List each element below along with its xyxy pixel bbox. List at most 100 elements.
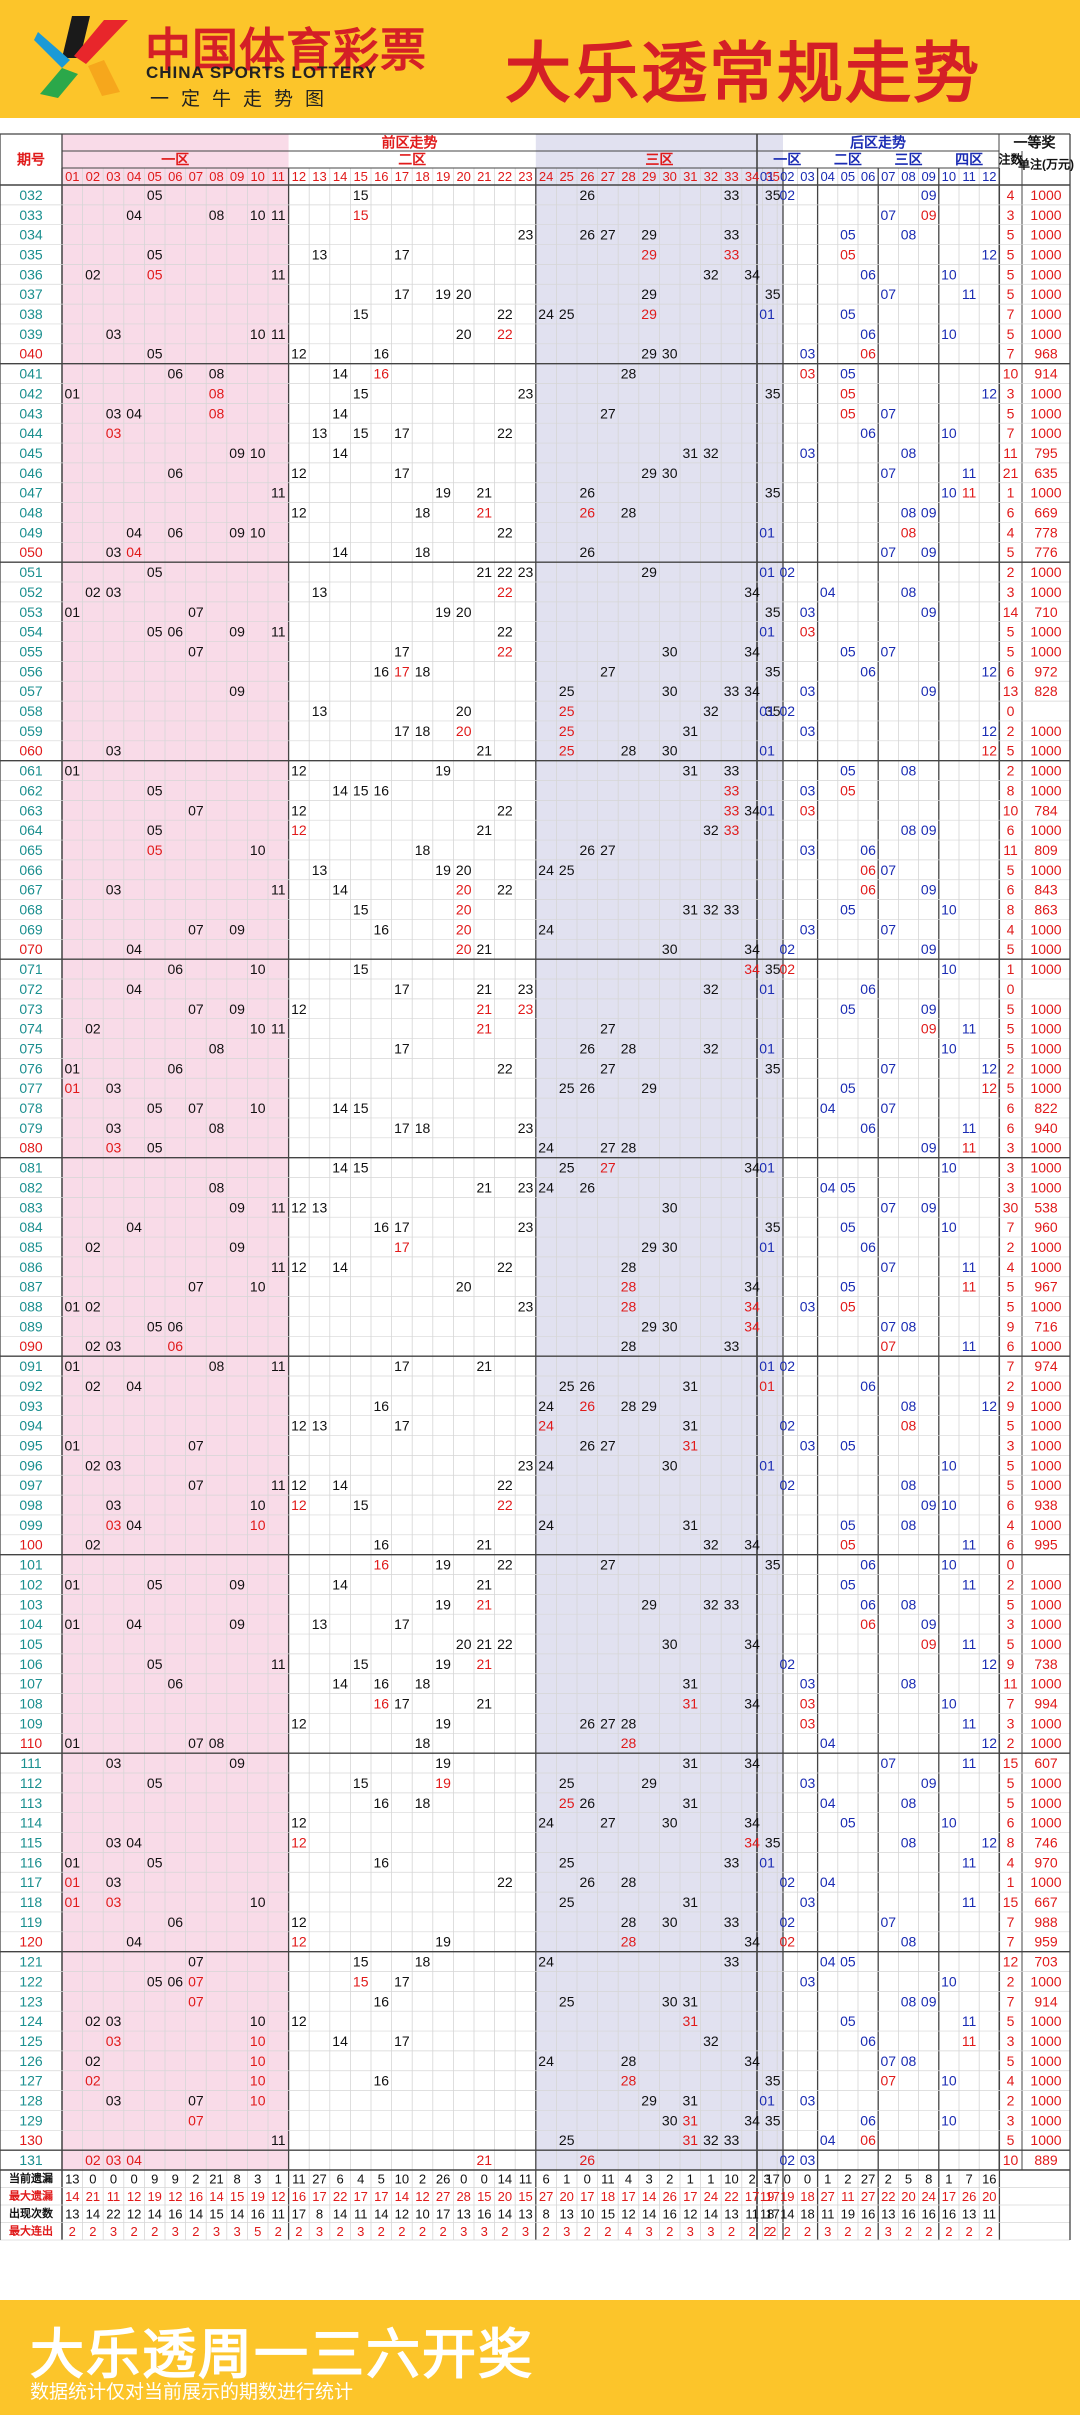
front-drawn-number: 01 xyxy=(65,1060,81,1076)
period-label: 086 xyxy=(19,1259,43,1275)
stats-front-value: 16 xyxy=(168,2206,182,2221)
logo-english-text: CHINA SPORTS LOTTERY xyxy=(146,63,378,82)
front-drawn-number: 14 xyxy=(332,1676,348,1692)
front-drawn-number: 04 xyxy=(126,1616,142,1632)
back-drawn-number: 01 xyxy=(759,1239,775,1255)
front-drawn-number: 20 xyxy=(456,921,472,937)
winner-count: 4 xyxy=(1007,1517,1015,1533)
front-drawn-number: 19 xyxy=(435,1715,451,1731)
prize-amount: 1000 xyxy=(1030,227,1061,243)
stats-front-value: 13 xyxy=(724,2206,738,2221)
stats-front-value: 12 xyxy=(395,2206,409,2221)
stats-front-value: 4 xyxy=(357,2171,364,2186)
stats-front-value: 3 xyxy=(460,2224,467,2239)
prize-amount: 889 xyxy=(1034,2152,1058,2168)
stats-front-value: 14 xyxy=(209,2189,223,2204)
stats-front-value: 17 xyxy=(436,2206,450,2221)
prize-amount: 1000 xyxy=(1030,1259,1061,1275)
front-drawn-number: 21 xyxy=(477,1576,493,1592)
front-drawn-number: 24 xyxy=(538,1140,554,1156)
front-drawn-number: 34 xyxy=(744,1279,760,1295)
stats-front-value: 1 xyxy=(563,2171,570,2186)
back-drawn-number: 02 xyxy=(780,2152,796,2168)
front-drawn-number: 14 xyxy=(332,782,348,798)
front-drawn-number: 07 xyxy=(188,921,204,937)
period-label: 049 xyxy=(19,524,43,540)
prize-amount: 1000 xyxy=(1030,743,1061,759)
front-drawn-number: 30 xyxy=(662,643,678,659)
stats-back-value: 20 xyxy=(901,2189,915,2204)
front-drawn-number: 09 xyxy=(229,1616,245,1632)
back-number-header: 11 xyxy=(962,169,976,184)
front-drawn-number: 30 xyxy=(662,2112,678,2128)
front-drawn-number: 05 xyxy=(147,1318,163,1334)
back-drawn-number: 09 xyxy=(921,207,937,223)
front-drawn-number: 06 xyxy=(168,1318,184,1334)
stats-front-value: 14 xyxy=(642,2206,656,2221)
front-number-header: 21 xyxy=(477,169,491,184)
stats-front-value: 17 xyxy=(621,2189,635,2204)
front-number-header: 27 xyxy=(601,169,615,184)
stats-front-value: 22 xyxy=(724,2189,738,2204)
front-drawn-number: 05 xyxy=(147,782,163,798)
front-drawn-number: 35 xyxy=(765,961,781,977)
stats-front-value: 10 xyxy=(395,2171,409,2186)
back-number-header: 02 xyxy=(780,169,794,184)
back-drawn-number: 03 xyxy=(800,624,816,640)
winner-count: 5 xyxy=(1007,326,1015,342)
stats-front-value: 16 xyxy=(250,2206,264,2221)
front-drawn-number: 27 xyxy=(600,1021,616,1037)
stats-front-value: 3 xyxy=(233,2224,240,2239)
front-drawn-number: 03 xyxy=(106,1894,122,1910)
front-drawn-number: 15 xyxy=(353,1160,369,1176)
front-drawn-number: 02 xyxy=(85,1537,101,1553)
front-drawn-number: 21 xyxy=(477,1021,493,1037)
stats-back-value: 27 xyxy=(861,2171,875,2186)
front-drawn-number: 26 xyxy=(580,1398,596,1414)
front-number-header: 06 xyxy=(168,169,182,184)
winner-count: 9 xyxy=(1007,1398,1015,1414)
back-drawn-number: 11 xyxy=(962,1120,977,1136)
stats-front-value: 3 xyxy=(645,2171,652,2186)
prize-amount: 959 xyxy=(1034,1934,1058,1950)
back-drawn-number: 05 xyxy=(840,1815,856,1831)
period-label: 054 xyxy=(19,624,43,640)
front-drawn-number: 02 xyxy=(85,1457,101,1473)
first-prize-header: 一等奖 xyxy=(1014,135,1057,151)
front-drawn-number: 17 xyxy=(394,1696,410,1712)
front-drawn-number: 25 xyxy=(559,703,575,719)
back-drawn-number: 10 xyxy=(941,961,957,977)
front-drawn-number: 13 xyxy=(312,1418,328,1434)
front-drawn-number: 03 xyxy=(106,1457,122,1473)
prize-amount: 914 xyxy=(1034,366,1058,382)
prize-amount: 1000 xyxy=(1030,1596,1061,1612)
front-drawn-number: 34 xyxy=(744,1755,760,1771)
front-drawn-number: 02 xyxy=(85,1239,101,1255)
front-drawn-number: 22 xyxy=(497,802,513,818)
winner-count: 15 xyxy=(1003,1894,1019,1910)
stats-front-value: 2 xyxy=(748,2224,755,2239)
stats-back-value: 27 xyxy=(861,2189,875,2204)
back-drawn-number: 07 xyxy=(881,544,897,560)
period-label: 093 xyxy=(19,1398,43,1414)
front-drawn-number: 03 xyxy=(106,2093,122,2109)
front-drawn-number: 01 xyxy=(65,1854,81,1870)
prize-amount: 795 xyxy=(1034,445,1058,461)
front-drawn-number: 34 xyxy=(744,683,760,699)
front-number-header: 09 xyxy=(230,169,244,184)
stats-back-value: 16 xyxy=(982,2171,996,2186)
stats-back-value: 19 xyxy=(780,2189,794,2204)
front-drawn-number: 15 xyxy=(353,1775,369,1791)
winner-count: 4 xyxy=(1007,524,1015,540)
front-number-header: 05 xyxy=(147,169,161,184)
period-label: 101 xyxy=(19,1557,43,1573)
front-drawn-number: 11 xyxy=(271,1477,286,1493)
period-label: 065 xyxy=(19,842,43,858)
front-drawn-number: 14 xyxy=(332,405,348,421)
back-drawn-number: 06 xyxy=(860,1378,876,1394)
prize-amount: 1000 xyxy=(1030,266,1061,282)
back-drawn-number: 08 xyxy=(901,1318,917,1334)
back-drawn-number: 02 xyxy=(780,961,796,977)
back-drawn-number: 08 xyxy=(901,1676,917,1692)
period-label: 106 xyxy=(19,1656,43,1672)
